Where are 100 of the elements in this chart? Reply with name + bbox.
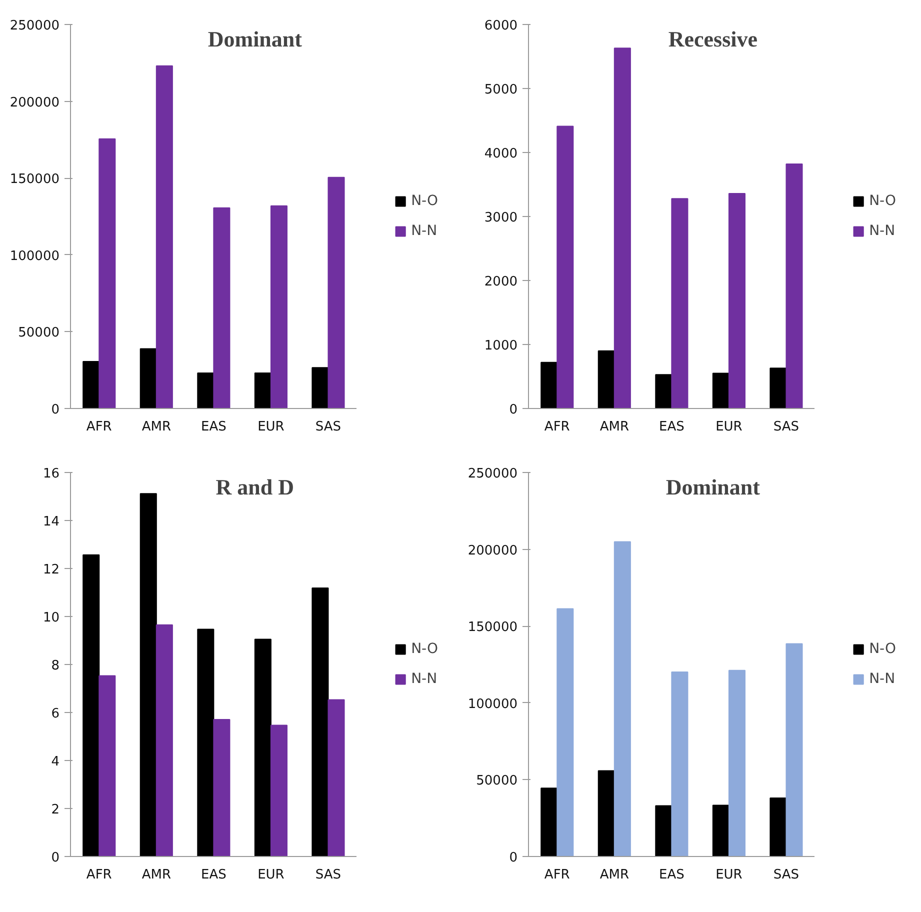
x-tick-label: AMR	[142, 868, 171, 882]
chart-title: Dominant	[666, 474, 761, 500]
bar	[540, 788, 558, 856]
y-tick-label: 0	[509, 402, 518, 418]
y-tick-label: 200000	[10, 95, 60, 110]
chart-title: R and D	[216, 474, 294, 500]
bar	[156, 624, 173, 856]
chart-title: Dominant	[208, 26, 303, 52]
x-tick-label: AFR	[544, 420, 570, 434]
legend-label: N-O	[411, 193, 438, 209]
bar	[598, 350, 615, 408]
x-tick-label: EAS	[659, 420, 684, 434]
bar	[254, 638, 272, 856]
bar	[98, 138, 116, 408]
bar	[728, 192, 746, 408]
bar	[770, 797, 787, 856]
bar	[712, 372, 730, 408]
y-tick-label: 0	[51, 850, 60, 866]
bar	[156, 65, 173, 408]
bar	[786, 643, 803, 856]
bar	[728, 670, 746, 856]
bar	[98, 675, 116, 856]
y-tick-label: 6	[51, 706, 60, 722]
legend-label: N-N	[411, 223, 438, 239]
bar	[140, 348, 157, 408]
y-tick-label: 3000	[484, 210, 518, 226]
y-tick-label: 0	[509, 850, 518, 866]
bar	[328, 176, 345, 408]
bar	[270, 724, 288, 856]
bar	[140, 493, 157, 856]
bar	[671, 198, 688, 408]
x-tick-label: AMR	[142, 420, 171, 434]
x-tick-label: EUR	[258, 868, 284, 882]
bar	[197, 628, 214, 856]
x-tick-label: EUR	[716, 868, 742, 882]
bar	[614, 541, 631, 856]
y-tick-label: 200000	[468, 543, 518, 558]
y-tick-label: 0	[51, 402, 60, 418]
x-tick-label: SAS	[773, 868, 800, 882]
x-tick-label: AFR	[86, 420, 112, 434]
bar	[312, 587, 329, 856]
bar	[614, 48, 631, 408]
y-tick-label: 14	[42, 514, 60, 530]
bar	[312, 367, 329, 408]
y-tick-label: 2000	[484, 274, 518, 290]
legend-label: N-O	[869, 641, 896, 657]
bar	[254, 372, 272, 408]
x-tick-label: AMR	[600, 420, 629, 434]
x-tick-label: AFR	[544, 868, 570, 882]
x-tick-label: EUR	[716, 420, 742, 434]
legend-label: N-N	[869, 223, 896, 239]
bar	[197, 372, 214, 408]
bar	[82, 361, 100, 408]
y-tick-label: 16	[42, 466, 60, 482]
y-tick-label: 10	[42, 610, 60, 626]
bar	[770, 368, 787, 408]
bar	[540, 362, 558, 408]
y-tick-label: 150000	[10, 172, 60, 188]
y-tick-label: 5000	[484, 82, 518, 98]
bar	[270, 205, 288, 408]
bar	[655, 374, 672, 408]
bar	[556, 608, 574, 856]
bar	[213, 718, 230, 856]
x-tick-label: SAS	[315, 420, 342, 434]
bar	[786, 164, 803, 408]
y-tick-label: 100000	[468, 696, 518, 712]
y-tick-label: 250000	[10, 18, 60, 34]
y-tick-label: 100000	[10, 248, 60, 264]
bar	[82, 554, 100, 856]
bar	[671, 672, 688, 856]
y-tick-label: 1000	[484, 338, 518, 354]
legend-label: N-O	[869, 193, 896, 209]
y-tick-label: 12	[42, 562, 60, 578]
y-tick-label: 2	[51, 802, 60, 818]
x-tick-label: EUR	[258, 420, 284, 434]
bar	[328, 699, 345, 856]
legend-label: N-N	[411, 671, 438, 687]
x-tick-label: AFR	[86, 868, 112, 882]
legend-label: N-N	[869, 671, 896, 687]
x-tick-label: AMR	[600, 868, 629, 882]
y-tick-label: 6000	[484, 18, 518, 34]
y-tick-label: 4	[51, 754, 60, 770]
chart-title: Recessive	[668, 26, 758, 52]
x-tick-label: EAS	[201, 420, 226, 434]
bar	[598, 770, 615, 856]
x-tick-label: EAS	[659, 868, 684, 882]
x-tick-label: SAS	[315, 868, 342, 882]
legend-label: N-O	[411, 641, 438, 657]
y-tick-label: 250000	[468, 466, 518, 482]
y-tick-label: 50000	[476, 774, 518, 789]
bar	[712, 804, 730, 856]
y-tick-label: 4000	[484, 146, 518, 162]
bar	[213, 207, 230, 408]
x-tick-label: SAS	[773, 420, 800, 434]
y-tick-label: 150000	[468, 620, 518, 636]
bar	[556, 126, 574, 408]
y-tick-label: 50000	[18, 326, 60, 341]
bar	[655, 805, 672, 856]
x-tick-label: EAS	[201, 868, 226, 882]
y-tick-label: 8	[51, 658, 60, 674]
